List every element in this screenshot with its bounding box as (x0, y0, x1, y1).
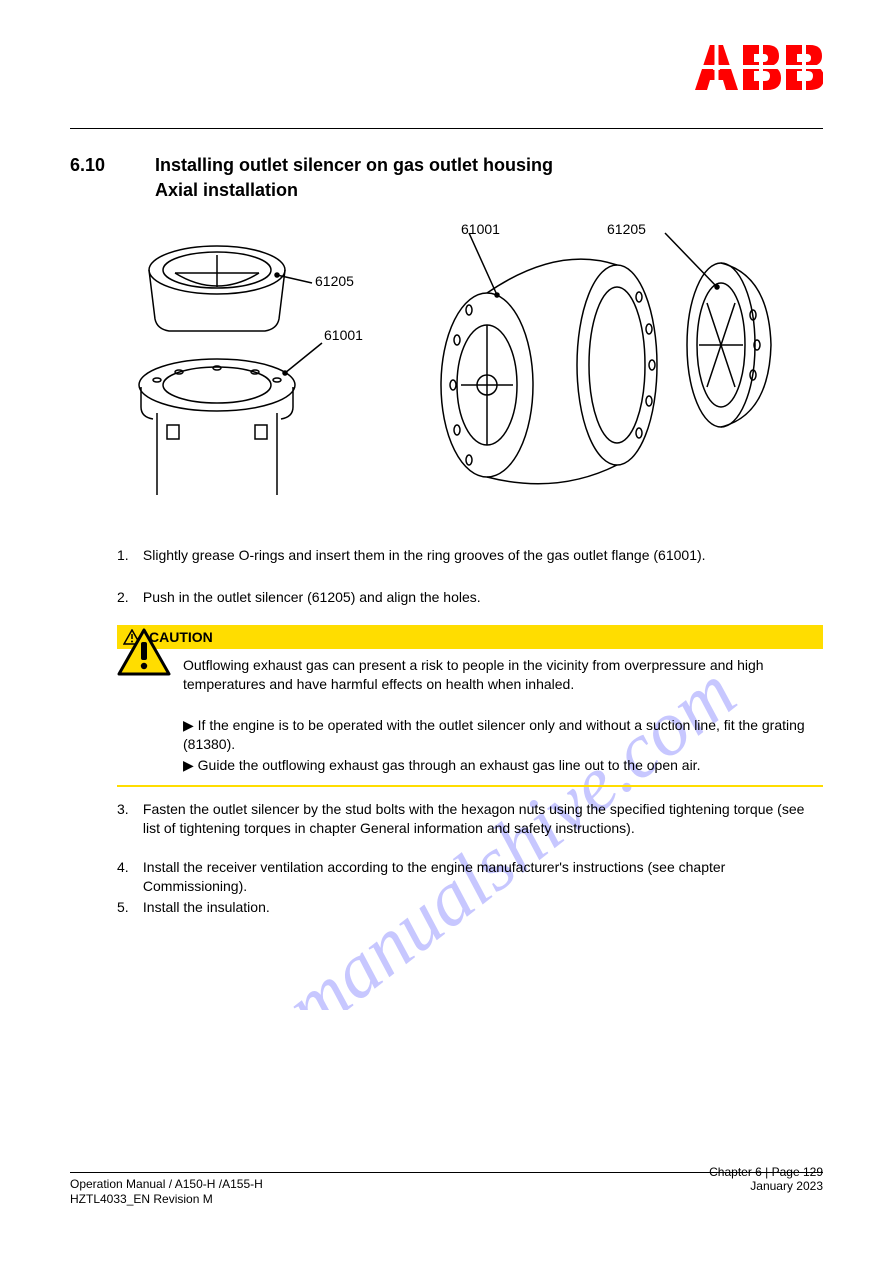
step-text: Install the receiver ventilation accordi… (143, 858, 823, 896)
figure-label-61001-right: 61001 (461, 221, 500, 237)
abb-logo (693, 40, 823, 101)
footer-right: Chapter 6 | Page 129 January 2023 (709, 1165, 823, 1193)
step-number: 1. (117, 546, 139, 565)
caution-bullet-2: ▶ Guide the outflowing exhaust gas throu… (183, 756, 823, 775)
step-number: 2. (117, 588, 139, 607)
header-rule (70, 128, 823, 129)
caution-bullet-1: ▶ If the engine is to be operated with t… (183, 716, 823, 754)
step-text: Install the insulation. (143, 898, 823, 917)
step-number: 5. (117, 898, 139, 917)
figure-label-61001-left: 61001 (324, 327, 363, 343)
step-3: 3. Fasten the outlet silencer by the stu… (117, 800, 823, 838)
section-subtitle: Axial installation (155, 180, 298, 201)
footer-date: January 2023 (709, 1179, 823, 1193)
footer-doc-rev: HZTL4033_EN Revision M (70, 1192, 263, 1208)
figure-silencer-installation: 61205 61001 61001 61205 (117, 225, 792, 515)
warning-icon (117, 628, 171, 676)
step-text: Push in the outlet silencer (61205) and … (143, 588, 823, 607)
caution-band: CAUTION (117, 625, 823, 649)
step-2: 2. Push in the outlet silencer (61205) a… (117, 588, 823, 607)
step-text: Fasten the outlet silencer by the stud b… (143, 800, 823, 838)
step-number: 3. (117, 800, 139, 819)
figure-label-61205-right: 61205 (607, 221, 646, 237)
footer-chapter-page: Chapter 6 | Page 129 (709, 1165, 823, 1179)
caution-body: Outflowing exhaust gas can present a ris… (183, 656, 823, 694)
page: 6.10 Installing outlet silencer on gas o… (0, 0, 893, 1263)
footer-left: Operation Manual / A150-H /A155-H HZTL40… (70, 1177, 263, 1208)
figure-label-61205-left: 61205 (315, 273, 354, 289)
step-5: 5. Install the insulation. (117, 898, 823, 917)
step-number: 4. (117, 858, 139, 877)
section-number: 6.10 (70, 155, 105, 176)
footer-doc-title: Operation Manual / A150-H /A155-H (70, 1177, 263, 1193)
step-text: Slightly grease O-rings and insert them … (143, 546, 823, 565)
step-4: 4. Install the receiver ventilation acco… (117, 858, 823, 896)
caution-end-rule (117, 785, 823, 787)
section-title: Installing outlet silencer on gas outlet… (155, 155, 553, 176)
step-1: 1. Slightly grease O-rings and insert th… (117, 546, 823, 565)
